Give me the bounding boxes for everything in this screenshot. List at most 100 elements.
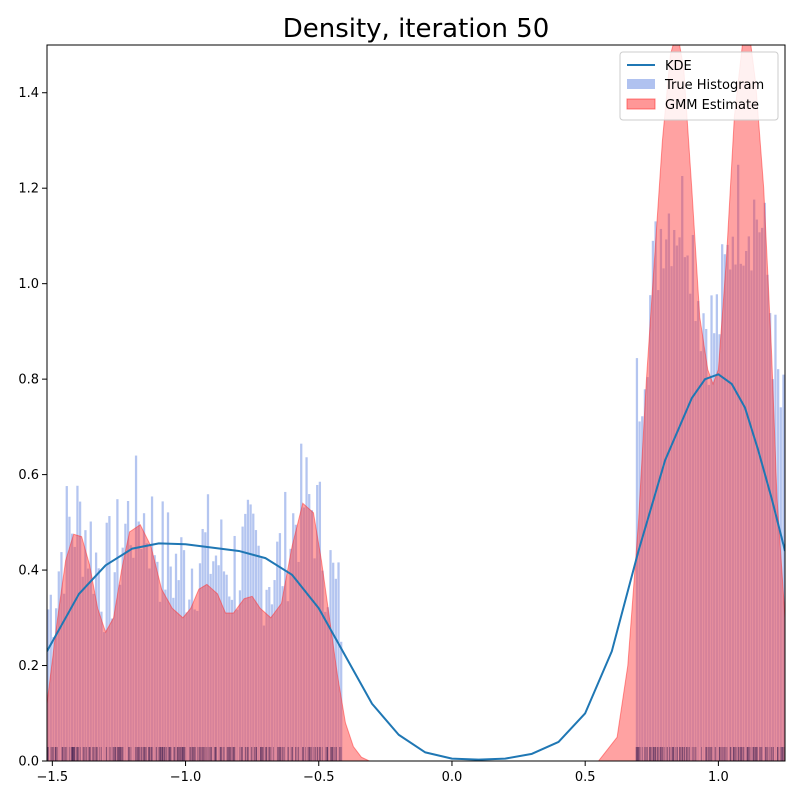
histogram-bar	[737, 164, 740, 761]
histogram-bar	[753, 199, 756, 761]
histogram-bar	[252, 513, 255, 761]
histogram-bar	[265, 589, 268, 761]
rug-marks	[47, 747, 785, 761]
histogram-bar	[329, 550, 332, 761]
histogram-bar	[318, 481, 322, 761]
histogram-bar	[47, 609, 50, 761]
histogram-bar	[148, 568, 151, 761]
histogram-bar	[172, 597, 175, 761]
y-tick-label: 0.6	[18, 468, 39, 483]
histogram-bar	[140, 549, 143, 761]
histogram-bar	[94, 552, 98, 761]
histogram-bar	[758, 232, 761, 761]
histogram-bar	[273, 580, 276, 761]
histogram-bar	[249, 504, 252, 761]
histogram-bar	[665, 239, 668, 761]
histogram-bar	[238, 590, 242, 761]
histogram-bar	[659, 228, 663, 761]
histogram-bar	[169, 566, 172, 761]
histogram-bar	[779, 407, 782, 761]
histogram-bar	[681, 176, 684, 761]
histogram-bar	[731, 236, 734, 761]
histogram-bar	[236, 609, 239, 761]
histogram-bar	[212, 561, 215, 761]
histogram-bar	[174, 553, 178, 761]
histogram-bar	[755, 219, 758, 761]
histogram-bar	[313, 558, 316, 761]
histogram-bar	[673, 229, 676, 761]
histogram-bar	[332, 562, 335, 761]
histogram-bar	[782, 374, 785, 761]
histogram-bar	[294, 524, 298, 761]
histogram-bar	[62, 593, 66, 761]
histogram-bar	[57, 571, 60, 761]
histogram-bar	[649, 295, 652, 761]
histogram-bar	[638, 421, 641, 761]
histogram-bar	[217, 565, 220, 761]
y-tick-label: 0.0	[18, 755, 39, 770]
histogram-bar	[297, 561, 300, 761]
histogram-bar	[190, 568, 194, 761]
histogram-bar	[292, 513, 295, 761]
histogram-bar	[646, 377, 649, 761]
histogram-bar	[204, 532, 207, 761]
histogram-bar	[670, 266, 673, 761]
histogram-bar	[65, 486, 68, 761]
histogram-bar	[643, 389, 647, 761]
histogram-bar	[766, 274, 769, 761]
legend-box	[619, 51, 779, 121]
histogram-bar	[750, 270, 753, 761]
histogram-bar	[713, 333, 716, 761]
kde-line-path	[47, 373, 785, 761]
histogram-bar	[691, 234, 695, 761]
histogram-bar	[78, 501, 82, 761]
histogram-bar	[300, 443, 303, 761]
histogram-bar	[49, 594, 52, 761]
y-tick-label: 1.0	[18, 277, 39, 292]
histogram-bar	[228, 596, 231, 761]
histogram-bar	[281, 586, 284, 761]
histogram-bar	[310, 510, 314, 761]
chart-title: Density, iteration 50	[283, 14, 550, 44]
histogram-bar	[769, 313, 772, 761]
y-tick-label: 1.2	[18, 182, 39, 197]
histogram-bar	[657, 290, 660, 761]
histogram-bar	[324, 611, 327, 761]
x-tick-label: −1.5	[37, 770, 69, 785]
y-tick-label: 1.4	[18, 86, 39, 101]
histogram-bar	[276, 541, 279, 761]
histogram-bar	[113, 572, 116, 761]
histogram-bar	[745, 250, 748, 761]
histogram-bar	[220, 519, 223, 761]
histogram-bar	[126, 501, 130, 761]
histogram-bar	[233, 535, 236, 761]
histogram-bar	[683, 257, 687, 761]
histogram-bar	[678, 237, 681, 761]
histogram-bar	[257, 545, 260, 761]
histogram-bar	[60, 552, 63, 761]
histogram-bar	[118, 584, 122, 761]
histogram-bar	[667, 213, 671, 761]
histogram-bar	[182, 550, 186, 761]
histogram-bar	[193, 609, 196, 761]
histogram-bar	[739, 263, 742, 761]
histogram-bar	[729, 269, 732, 761]
histogram-bar	[110, 618, 114, 761]
histogram-bar	[761, 227, 764, 761]
histogram-bar	[92, 593, 95, 761]
histogram-bar	[201, 528, 204, 761]
histogram-bar	[188, 599, 191, 761]
histogram-bar	[705, 328, 708, 761]
histogram-bar	[84, 530, 87, 761]
histogram-bar	[326, 607, 330, 761]
histogram-bar	[675, 245, 679, 761]
histogram-bar	[689, 293, 692, 761]
histogram-bar	[158, 601, 162, 761]
histogram-bar	[209, 573, 212, 761]
kde-line	[47, 373, 785, 761]
x-tick-label: −1.0	[170, 770, 202, 785]
histogram-bar	[726, 244, 729, 761]
histogram-bar	[262, 625, 266, 761]
histogram-bar	[662, 268, 665, 761]
histogram-bar	[89, 521, 92, 761]
